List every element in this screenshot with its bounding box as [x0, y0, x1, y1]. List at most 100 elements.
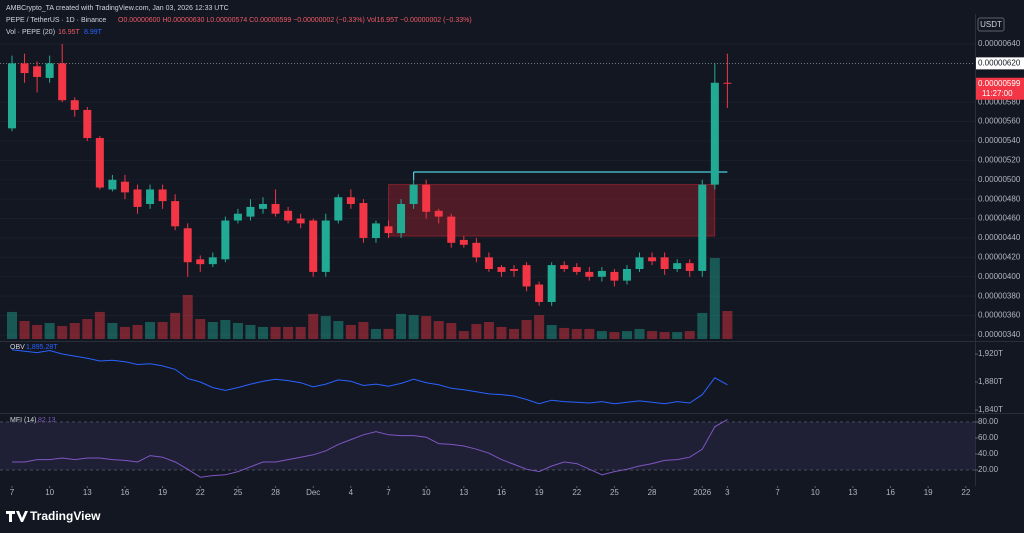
volume-bar	[333, 321, 344, 339]
y-tick-label: 0.00000380	[978, 291, 1021, 300]
volume-bar	[571, 328, 582, 339]
volume-bar	[697, 312, 708, 339]
volume-bar	[421, 316, 432, 339]
candle-body	[20, 63, 29, 74]
y-tick-label: 0.00000560	[978, 117, 1021, 126]
mfi-tick-label: 60.00	[978, 433, 999, 442]
candle-body	[45, 63, 54, 78]
candle-body	[610, 271, 619, 281]
y-tick-label: 0.00000360	[978, 311, 1021, 320]
volume-bar	[396, 313, 407, 339]
currency-box[interactable]	[977, 17, 1005, 32]
x-tick-label: 22	[961, 488, 970, 497]
obv-tick-label: 1,920T	[978, 349, 1003, 358]
x-tick-label: 10	[422, 488, 431, 497]
x-tick-label: 10	[811, 488, 820, 497]
volume-bar	[308, 313, 319, 339]
volume-ma-value: 8.99T	[84, 29, 103, 36]
currency[interactable]: USDT	[980, 20, 1002, 29]
candle-body	[560, 265, 569, 269]
footer-logo	[6, 511, 28, 522]
volume-bar	[634, 328, 645, 339]
x-tick-label: 19	[158, 488, 167, 497]
volume-title: Vol · PEPE (20)	[6, 29, 55, 36]
candle-body	[95, 138, 104, 188]
obv-line	[11, 349, 728, 405]
obv-value: 1,895.28T	[26, 344, 58, 351]
candle-body	[158, 189, 167, 202]
candle-body	[585, 271, 594, 277]
mfi-title: MFI (14)	[10, 417, 36, 424]
footer-brand: TradingView	[30, 509, 101, 523]
candle-body	[572, 267, 581, 272]
candle-body	[33, 66, 42, 77]
volume-bar	[559, 327, 570, 339]
volume-bar	[94, 311, 105, 339]
candle-body	[434, 210, 443, 217]
x-tick-label: 16	[497, 488, 506, 497]
y-tick-label: 0.00000340	[978, 330, 1021, 339]
symbol-title: PEPE / TetherUS · 1D · Binance	[6, 17, 106, 24]
mfi-tick-label: 80.00	[978, 417, 999, 426]
volume-bar	[358, 322, 369, 339]
candle-body	[233, 213, 242, 221]
volume-bar	[345, 324, 356, 339]
volume-bar	[433, 321, 444, 339]
volume-bar	[57, 325, 68, 339]
volume-bar	[408, 315, 419, 339]
volume-bar	[245, 324, 256, 339]
x-tick-label: 4	[349, 488, 354, 497]
candle-body	[447, 216, 456, 243]
candle-body	[597, 270, 606, 277]
x-tick-label: 13	[459, 488, 468, 497]
candle-body	[510, 268, 519, 271]
y-tick-label: 0.00000460	[978, 214, 1021, 223]
volume-bar	[170, 312, 181, 339]
y-tick-label: 0.00000500	[978, 175, 1021, 184]
x-tick-label: 10	[45, 488, 54, 497]
candle-body	[171, 201, 180, 227]
candle-body	[710, 82, 719, 185]
x-tick-label: 28	[648, 488, 657, 497]
x-tick-label: 22	[196, 488, 205, 497]
volume-bar	[521, 320, 532, 339]
candle-body	[58, 63, 67, 101]
volume-bar	[119, 326, 130, 339]
candle-body	[346, 197, 355, 205]
volume-bar	[483, 322, 494, 339]
x-tick-label: 16	[120, 488, 129, 497]
volume-bar	[195, 319, 206, 339]
volume-bar	[258, 326, 269, 339]
candle-body	[334, 197, 343, 221]
candle-body	[296, 218, 305, 224]
volume-bar	[672, 332, 683, 339]
x-tick-label: 13	[848, 488, 857, 497]
volume-bar	[295, 326, 306, 339]
candle-body	[83, 109, 92, 139]
volume-bar	[709, 257, 720, 339]
candle-body	[133, 189, 142, 207]
candle-body	[271, 204, 280, 214]
y-tick-label: 0.00000420	[978, 252, 1021, 261]
price-line-label-box	[976, 57, 1024, 70]
x-tick-label: 22	[572, 488, 581, 497]
candle-body	[7, 63, 16, 129]
y-tick-label: 0.00000640	[978, 39, 1021, 48]
candle-body	[409, 184, 418, 205]
candle-body	[259, 204, 268, 209]
volume-bar	[584, 328, 595, 339]
candle-body	[622, 268, 631, 281]
volume-value: 16.95T	[58, 29, 81, 36]
candle-body	[535, 284, 544, 302]
attribution: AMBCrypto_TA created with TradingView.co…	[6, 5, 229, 12]
candle-body	[120, 181, 129, 193]
candle-body	[472, 242, 481, 258]
candle-body	[208, 257, 217, 265]
candle-body	[359, 203, 368, 238]
volume-bar	[182, 294, 193, 339]
volume-bar	[383, 328, 394, 339]
volume-bar	[509, 328, 520, 339]
candle-body	[635, 257, 644, 269]
obv-tick-label: 1,840T	[978, 405, 1003, 414]
